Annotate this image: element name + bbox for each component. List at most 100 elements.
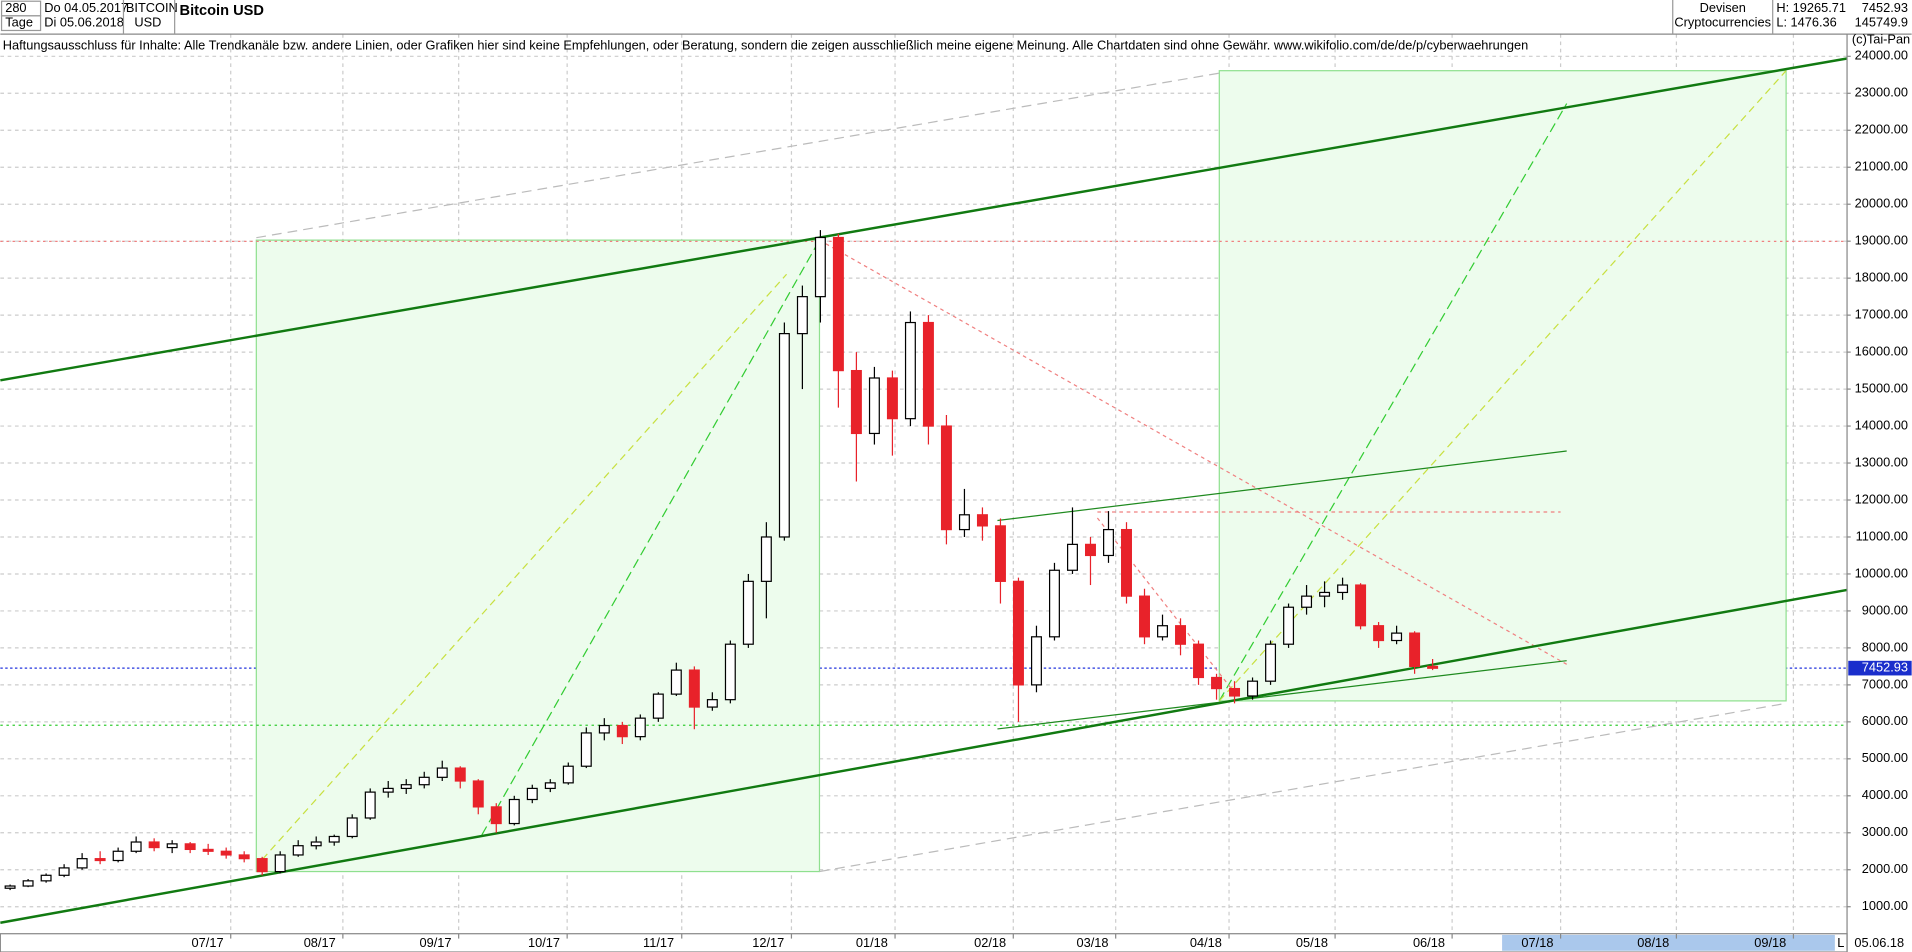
y-tick-label: 11000.00 (1856, 528, 1908, 543)
candle-body (868, 377, 880, 435)
candle-body (634, 717, 646, 738)
dashed-line (481, 239, 821, 836)
y-tick-label: 19000.00 (1855, 233, 1908, 248)
candle-body (598, 724, 610, 734)
candle-body (346, 817, 358, 838)
candle-body (508, 798, 520, 825)
x-tick-label: 08/17 (304, 935, 336, 950)
from-date: Do 04.05.2017 (44, 0, 128, 15)
candle-body (1337, 584, 1349, 594)
candle-body (454, 767, 466, 782)
x-tick-label: 09/17 (420, 935, 452, 950)
scale-label: L (1837, 935, 1844, 950)
y-tick-label: 15000.00 (1855, 380, 1908, 395)
candle-body (220, 850, 232, 856)
candle-body (1193, 643, 1205, 679)
candle-body (1373, 625, 1385, 642)
low: L: 1476.36 (1776, 15, 1836, 30)
candle-body (724, 643, 736, 701)
candle-body (1175, 625, 1187, 645)
candle-body (40, 874, 52, 882)
candle-body (1085, 543, 1096, 557)
candle-body (940, 425, 952, 531)
candle-body (1391, 632, 1403, 642)
candle-body (742, 580, 754, 645)
candle-body (796, 296, 808, 335)
candle-body (1247, 680, 1259, 697)
candle-body (130, 841, 142, 852)
candle-body (904, 321, 916, 420)
candle-body (544, 782, 556, 790)
to-date: Di 05.06.2018 (44, 15, 124, 30)
y-tick-label: 24000.00 (1855, 48, 1908, 63)
candle-body (184, 843, 196, 851)
candle-body (1229, 687, 1241, 697)
y-tick-label: 10000.00 (1855, 565, 1908, 580)
candle-body (76, 858, 88, 869)
copyright: (c)Tai-Pan (1852, 32, 1910, 47)
y-tick-label: 14000.00 (1855, 417, 1908, 432)
candle-body (1265, 643, 1277, 682)
candle-body (4, 885, 16, 889)
candle-body (1048, 569, 1060, 638)
last-price-label: 7452.93 (1862, 660, 1908, 675)
date-label: 05.06.18 (1854, 935, 1904, 950)
candle-body (364, 791, 376, 819)
candle-body (1355, 584, 1367, 627)
x-tick-label: 08/18 (1637, 935, 1669, 950)
x-tick-label: 11/17 (643, 935, 674, 950)
y-tick-label: 12000.00 (1855, 491, 1908, 506)
candle-body (994, 525, 1006, 582)
y-tick-label: 21000.00 (1855, 159, 1908, 174)
candle-body (652, 693, 664, 719)
candle-body (310, 841, 322, 847)
x-tick-label: 07/17 (192, 935, 224, 950)
y-tick-label: 4000.00 (1862, 787, 1908, 802)
candle-body (166, 843, 178, 849)
high: H: 19265.71 (1776, 0, 1846, 15)
candle-body (850, 369, 862, 435)
symbol: BITCOIN (126, 0, 178, 15)
y-tick-label: 9000.00 (1862, 602, 1908, 617)
candle-body (94, 858, 106, 862)
candle-body (1066, 543, 1078, 571)
candle-body (562, 765, 574, 784)
candle-body (760, 536, 772, 582)
volume: 145749.9 (1855, 15, 1908, 30)
candle-body (976, 514, 988, 527)
channel-line (0, 588, 1848, 924)
x-tick-label: 07/18 (1521, 935, 1553, 950)
dropdown[interactable] (0, 15, 42, 32)
candle-body (526, 787, 538, 801)
y-tick-label: 1000.00 (1862, 898, 1908, 913)
y-tick-label: 23000.00 (1855, 85, 1908, 100)
candle-body (22, 880, 34, 887)
candle-body (112, 850, 124, 862)
y-tick-label: 13000.00 (1855, 454, 1908, 469)
candle-body (274, 854, 286, 873)
candle-body (1121, 528, 1132, 597)
candle-body (400, 784, 412, 790)
overlays (0, 57, 1848, 924)
last-price: 7452.93 (1862, 0, 1908, 15)
candle-body (886, 377, 898, 420)
chart-title: Bitcoin USD (180, 3, 264, 19)
candle-body (1409, 632, 1421, 668)
candle-body (436, 767, 448, 778)
axes: 1000.00 2000.00 3000.00 4000.00 5000.00 6000.… (0, 34, 1912, 952)
candle-body (328, 835, 340, 843)
x-tick-label: 03/18 (1077, 935, 1109, 950)
y-tick-label: 3000.00 (1862, 824, 1908, 839)
candle-body (706, 699, 718, 708)
candle-body (688, 669, 700, 708)
y-tick-label: 22000.00 (1855, 122, 1908, 137)
header-bg (0, 0, 1912, 35)
x-tick-label: 04/18 (1190, 935, 1222, 950)
x-tick-label: 02/18 (974, 935, 1006, 950)
candle-body (616, 724, 628, 738)
candle-body (238, 854, 250, 860)
candle-body (1139, 595, 1150, 638)
